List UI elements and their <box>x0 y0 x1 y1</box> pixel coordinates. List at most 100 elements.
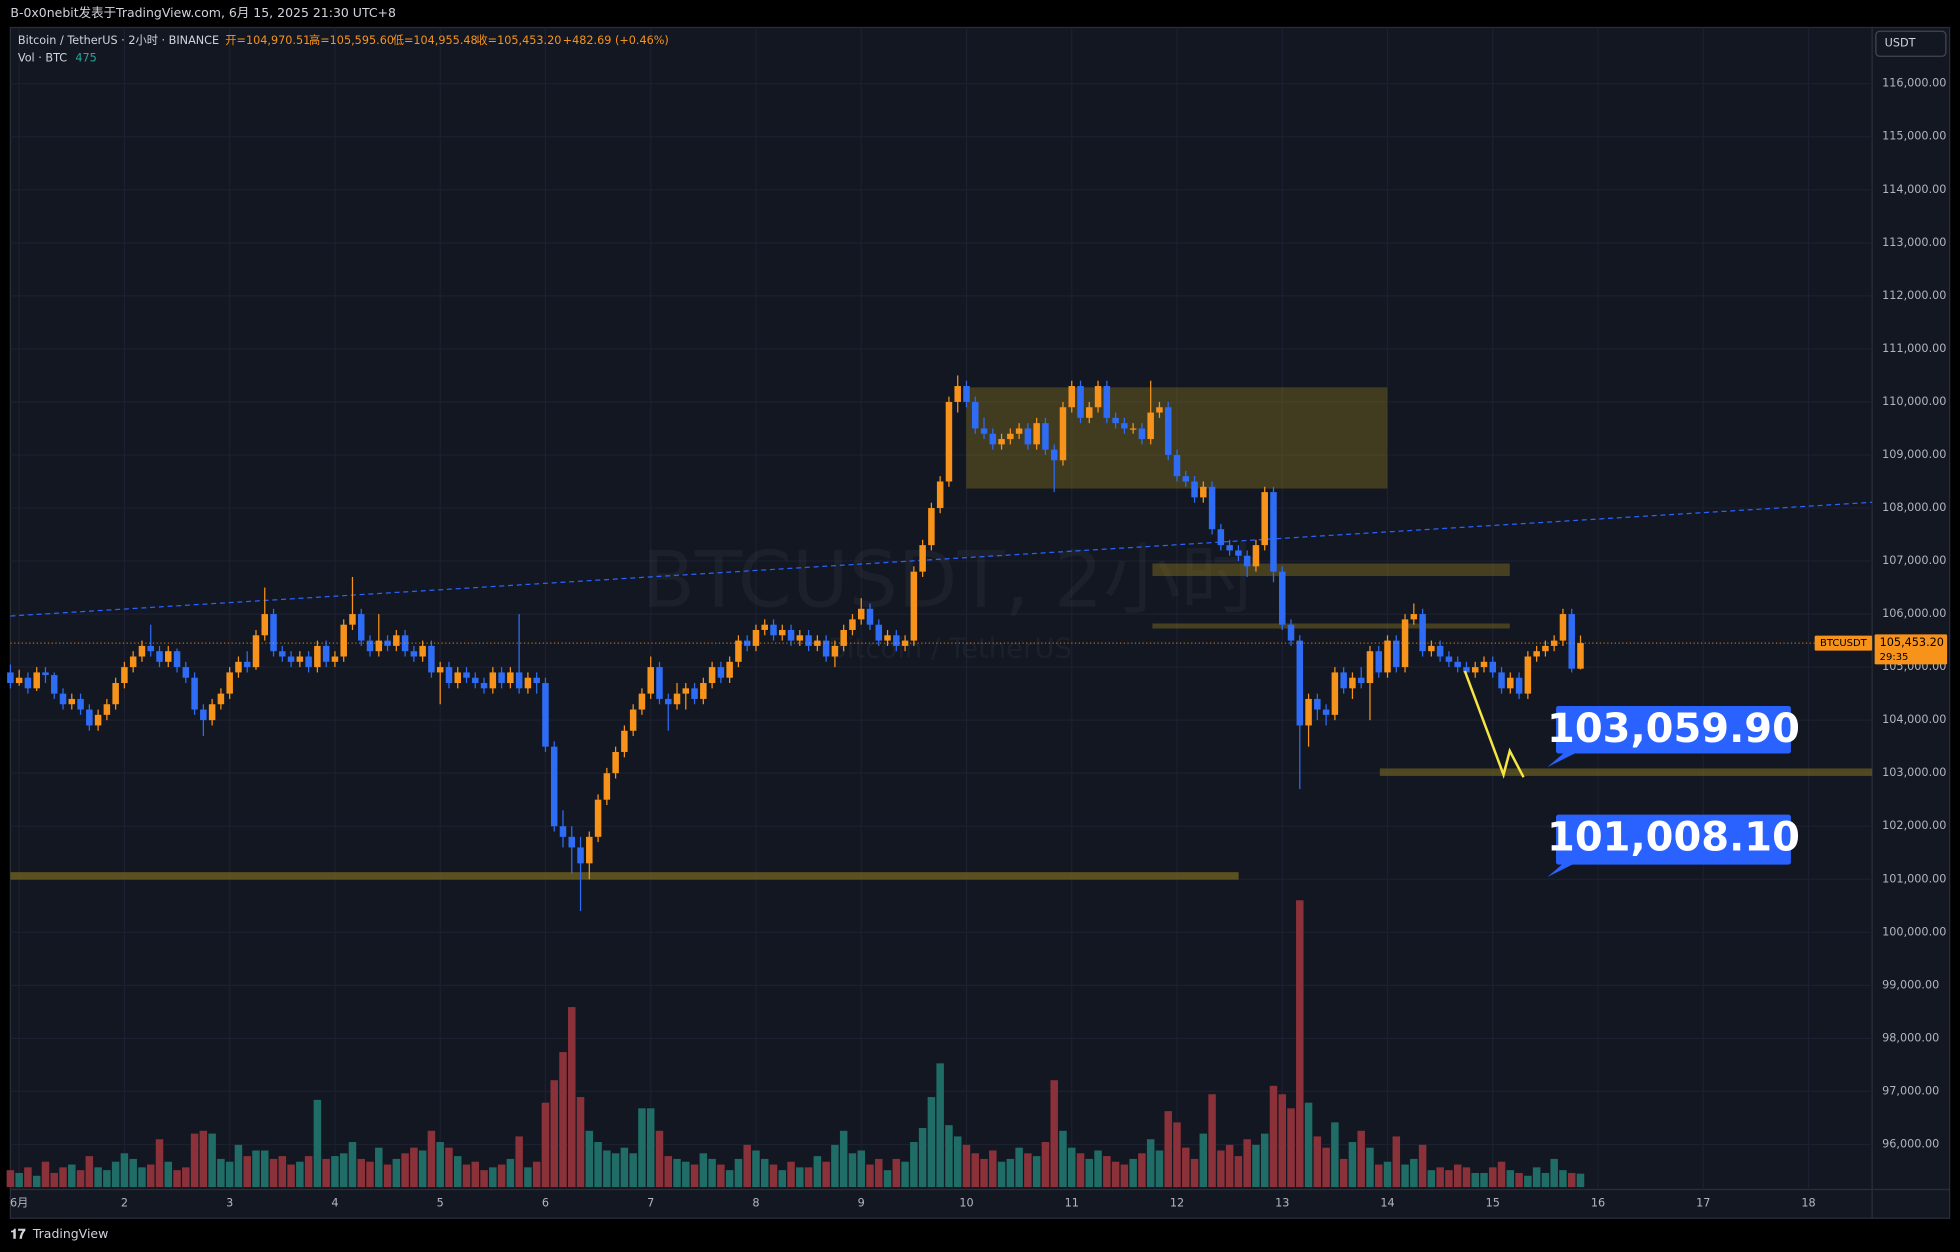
candle-body <box>542 683 549 747</box>
candle-body <box>1463 667 1470 673</box>
candle-body <box>270 614 277 652</box>
candle-body <box>1393 640 1400 668</box>
candle-body <box>366 640 374 652</box>
volume-bar <box>1383 1161 1392 1188</box>
y-tick-label: 111,000.00 <box>1882 342 1946 355</box>
candle-body <box>936 481 944 509</box>
currency-label[interactable]: USDT <box>1885 37 1916 50</box>
candle-layer <box>7 375 1584 912</box>
y-tick-label: 114,000.00 <box>1882 183 1946 196</box>
candle-body <box>279 651 286 657</box>
candle-body <box>954 386 961 402</box>
candle-body <box>1156 407 1163 413</box>
candle-body <box>787 629 795 641</box>
candle-body <box>1147 412 1154 440</box>
candle-body <box>261 614 269 636</box>
candle-body <box>1507 677 1514 689</box>
candle-body <box>1375 651 1382 673</box>
volume-name: Vol · BTC <box>18 52 67 65</box>
volume-bar <box>1164 1111 1172 1188</box>
candle-body <box>849 619 856 630</box>
volume-bar <box>1418 1144 1427 1188</box>
volume-bar <box>313 1099 322 1188</box>
volume-bar <box>410 1147 418 1188</box>
volume-bar <box>541 1102 550 1188</box>
volume-bar <box>1225 1144 1234 1188</box>
candle-body <box>822 640 830 657</box>
candle-body <box>893 635 900 646</box>
candle-body <box>7 672 14 684</box>
candle-body <box>1173 454 1181 477</box>
candle-body <box>1480 661 1488 668</box>
candle-body <box>1015 428 1023 434</box>
volume-bar <box>1269 1085 1278 1188</box>
candle-body <box>910 571 918 641</box>
candle-body <box>1042 423 1049 450</box>
candle-body <box>647 667 654 694</box>
candle-body <box>735 640 742 662</box>
candle-body <box>1279 571 1286 625</box>
y-tick-label: 116,000.00 <box>1882 77 1946 90</box>
y-tick-label: 102,000.00 <box>1882 819 1946 832</box>
volume-bar <box>910 1142 918 1188</box>
volume-bar <box>1445 1170 1453 1188</box>
candle-body <box>1182 476 1190 482</box>
volume-bar <box>111 1161 120 1188</box>
volume-bar <box>1287 1108 1295 1188</box>
volume-bar <box>1357 1130 1365 1188</box>
candle-body <box>59 693 67 705</box>
volume-bar <box>611 1153 620 1188</box>
candle-body <box>761 624 768 630</box>
candle-body <box>1322 709 1330 715</box>
zone-box <box>1152 563 1510 577</box>
candle-body <box>287 656 295 662</box>
volume-bar <box>375 1147 383 1188</box>
volume-bar <box>1313 1136 1322 1188</box>
candle-body <box>568 836 576 848</box>
candle-body <box>1217 529 1225 546</box>
volume-bar <box>927 1097 936 1188</box>
candle-body <box>805 635 812 646</box>
candle-body <box>1498 672 1505 689</box>
volume-bar <box>743 1144 751 1188</box>
volume-bar <box>471 1161 480 1188</box>
currency-button[interactable] <box>1875 30 1947 57</box>
volume-bar <box>638 1108 646 1188</box>
volume-bar <box>208 1133 216 1188</box>
candle-body <box>1331 672 1339 715</box>
candle-body <box>112 683 119 705</box>
volume-bar <box>945 1125 953 1188</box>
volume-bar <box>559 1052 567 1188</box>
x-tick-label: 17 <box>1696 1196 1710 1209</box>
symbol-tag <box>1814 635 1873 651</box>
volume-bar <box>296 1161 304 1188</box>
volume-bar <box>603 1150 611 1188</box>
volume-bar <box>436 1142 444 1188</box>
volume-bar <box>1182 1147 1190 1188</box>
y-tick-label: 103,000.00 <box>1882 766 1946 779</box>
trend-line <box>10 501 1873 617</box>
candle-body <box>603 773 611 800</box>
y-tick-label: 109,000.00 <box>1882 448 1946 461</box>
volume-bar <box>1489 1167 1497 1188</box>
volume-bar <box>182 1167 190 1188</box>
legend-change: +482.69 (+0.46%) <box>563 34 669 47</box>
volume-bar <box>532 1161 541 1188</box>
volume-bar <box>883 1170 892 1188</box>
legend-high: 高=105,595.60 <box>309 33 394 47</box>
volume-bar <box>918 1127 927 1188</box>
candle-body <box>577 847 584 864</box>
volume-bar <box>848 1153 857 1188</box>
callout-box <box>1556 705 1791 754</box>
candle-body <box>1024 428 1032 445</box>
candle-body <box>928 508 935 546</box>
volume-bar <box>1260 1133 1269 1188</box>
price-tag <box>1874 634 1948 665</box>
volume-bar <box>1506 1170 1515 1188</box>
volume-bar <box>199 1130 208 1188</box>
volume-bar <box>103 1170 111 1188</box>
candle-body <box>226 672 233 694</box>
volume-bar <box>1199 1133 1208 1188</box>
candle-body <box>77 698 84 710</box>
